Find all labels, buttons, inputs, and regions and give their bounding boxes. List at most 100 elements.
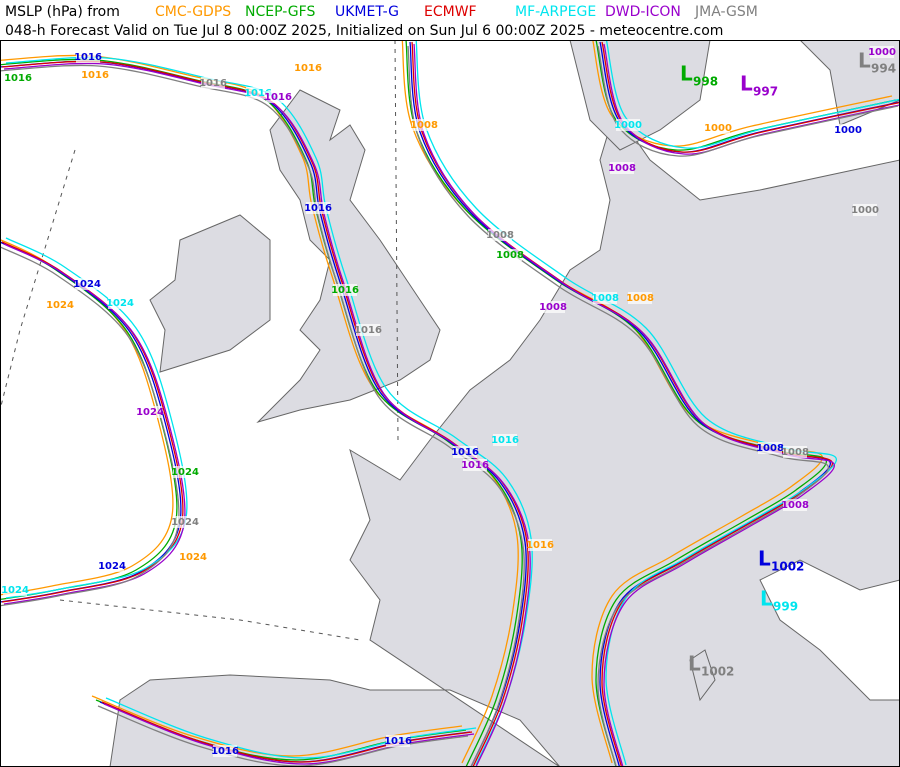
contour-label-bg xyxy=(76,51,100,63)
low-value: 1002 xyxy=(771,560,804,574)
isobar xyxy=(601,41,900,153)
contour-label: 1000 xyxy=(851,205,879,216)
isobar xyxy=(592,40,893,147)
contour-label-bg xyxy=(493,434,517,446)
contour-label-bg xyxy=(296,62,320,74)
contour-label: 1016 xyxy=(74,52,102,63)
contour-label-bg xyxy=(48,299,72,311)
low-marker: L xyxy=(680,62,693,86)
contour-label-bg xyxy=(108,297,132,309)
ireland xyxy=(149,214,271,373)
low-marker: L xyxy=(758,547,771,571)
contour-label-bg xyxy=(783,499,807,511)
contour-label: 1016 xyxy=(354,325,382,336)
contour-label-bg xyxy=(541,301,565,313)
contour-label-bg xyxy=(100,560,124,572)
legend-entry: CMC-GDPS xyxy=(155,4,231,20)
title: MSLP (hPa) from xyxy=(5,4,120,20)
contour-label: 1024 xyxy=(106,298,134,309)
contour-label-bg xyxy=(610,162,634,174)
contour-label-bg xyxy=(853,204,877,216)
low-marker: L xyxy=(740,72,753,96)
contour-label: 1024 xyxy=(171,517,199,528)
isobar xyxy=(407,45,829,767)
low-value: 997 xyxy=(753,85,778,99)
contour-label: 1016 xyxy=(294,63,322,74)
contour-label: 1008 xyxy=(539,302,567,313)
contour-label: 1024 xyxy=(98,561,126,572)
contour-label: 1016 xyxy=(384,736,412,747)
contour-label-bg xyxy=(3,584,27,596)
contour-label: 1016 xyxy=(491,435,519,446)
isobar xyxy=(0,64,525,767)
legend-entry: JMA-GSM xyxy=(694,4,758,20)
contour-label: 1008 xyxy=(410,120,438,131)
boundary xyxy=(59,599,361,641)
contour-label: 1016 xyxy=(4,73,32,84)
contour-label: 1024 xyxy=(179,552,207,563)
subtitle: 048-h Forecast Valid on Tue Jul 8 00:00Z… xyxy=(5,23,723,39)
isobar xyxy=(605,40,900,149)
boundary xyxy=(394,40,399,441)
contour-label-bg xyxy=(356,324,380,336)
contour-label: 1024 xyxy=(136,407,164,418)
contour-label-bg xyxy=(75,278,99,290)
contour-label: 1024 xyxy=(1,585,29,596)
contour-label: 1016 xyxy=(199,78,227,89)
legend-entry: NCEP-GFS xyxy=(245,4,315,20)
contour-label: 1008 xyxy=(781,447,809,458)
great-britain xyxy=(256,89,441,424)
isobar xyxy=(91,695,463,757)
contour-label-bg xyxy=(453,446,477,458)
isobar xyxy=(0,54,519,764)
contour-label: 1000 xyxy=(614,120,642,131)
contour-label-bg xyxy=(386,735,410,747)
low-value: 1002 xyxy=(701,665,734,679)
contour-label: 1024 xyxy=(46,300,74,311)
contour-label-bg xyxy=(836,124,860,136)
contour-label: 1016 xyxy=(244,88,272,99)
contour-label: 1024 xyxy=(171,467,199,478)
contour-label-bg xyxy=(758,442,782,454)
contour-label: 1016 xyxy=(304,203,332,214)
isobar xyxy=(603,43,900,155)
contour-label: 1016 xyxy=(461,460,489,471)
contour-label-bg xyxy=(412,119,436,131)
contour-label-bg xyxy=(213,745,237,757)
contour-label-bg xyxy=(628,292,652,304)
contour-label: 1016 xyxy=(451,447,479,458)
contour-label: 1016 xyxy=(526,540,554,551)
low-marker: L xyxy=(858,49,871,73)
corsica xyxy=(689,649,716,702)
contour-label: 1024 xyxy=(73,279,101,290)
contour-label: 1008 xyxy=(626,293,654,304)
contour-label-bg xyxy=(266,91,290,103)
contour-label-bg xyxy=(173,516,197,528)
isobar xyxy=(103,703,475,765)
low-value: 994 xyxy=(871,62,896,76)
contour-label-bg xyxy=(306,202,330,214)
contour-label-bg xyxy=(6,72,30,84)
low-marker: L xyxy=(688,652,701,676)
contour-label: 1016 xyxy=(211,746,239,757)
isobar xyxy=(105,697,477,759)
scandinavia xyxy=(569,40,711,151)
legend-entry: DWD-ICON xyxy=(605,4,681,20)
contour-label-bg xyxy=(498,249,522,261)
contour-label-bg xyxy=(201,77,225,89)
contour-label: 1000 xyxy=(868,47,896,58)
boundaries xyxy=(0,40,399,641)
contour-label-bg xyxy=(173,466,197,478)
isobar xyxy=(5,237,188,599)
contour-label-bg xyxy=(138,406,162,418)
low-value: 998 xyxy=(693,75,718,89)
contour-label: 1016 xyxy=(264,92,292,103)
contour-label-bg xyxy=(593,292,617,304)
legend-entry: MF-ARPEGE xyxy=(515,4,596,20)
boundary xyxy=(0,149,76,411)
contour-label-bg xyxy=(783,446,807,458)
low-marker: L xyxy=(760,587,773,611)
